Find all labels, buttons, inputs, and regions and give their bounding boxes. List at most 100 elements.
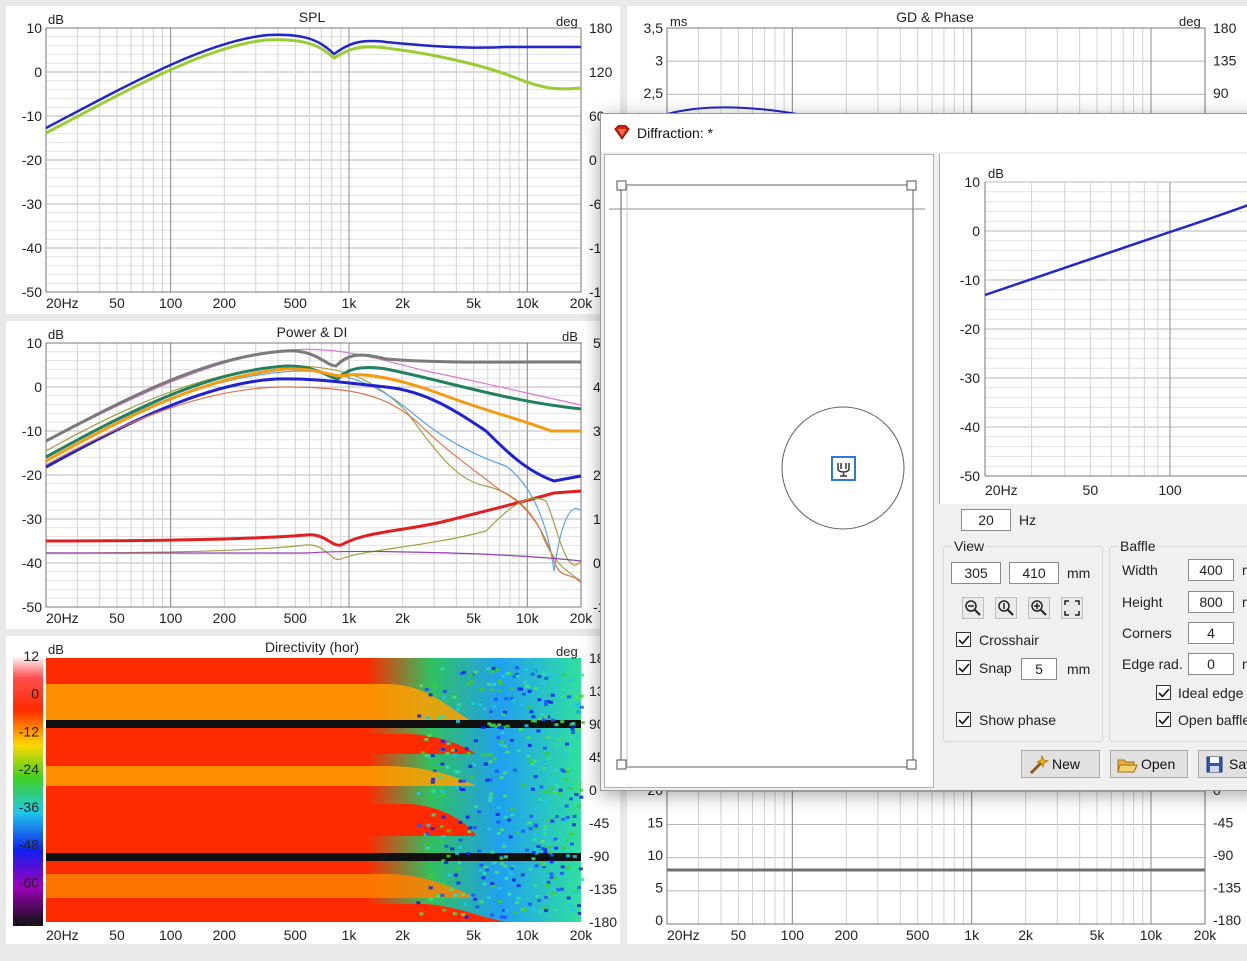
checkmark-icon	[958, 663, 970, 673]
spl-panel: SPL dB deg 100-10-20-30-40-50180120600-6…	[6, 6, 620, 314]
gd-right-tick: -135	[1213, 880, 1241, 896]
scale-tick: -72	[19, 912, 39, 928]
power-orange-curve	[45, 367, 581, 463]
baffle-corners-input[interactable]: 4	[1188, 622, 1234, 644]
power-y-tick: -40	[22, 555, 42, 571]
power-y-tick: -10	[22, 423, 42, 439]
power-x-tick: 10k	[516, 610, 540, 626]
baffle-height-unit: m	[1242, 594, 1247, 610]
spl-x-tick: 1k	[342, 295, 358, 311]
directivity-right-tick: -45	[589, 815, 609, 831]
show-phase-checkbox[interactable]	[956, 712, 971, 727]
zoom-fit-icon	[998, 600, 1014, 616]
gd-y-tick: 5	[655, 880, 663, 896]
dialog-y-tick: 10	[964, 174, 980, 190]
gd-right-tick: 135	[1213, 53, 1237, 69]
power-olive-curve	[45, 365, 582, 582]
power-x-tick: 500	[284, 610, 308, 626]
directivity-panel: Directivity (hor) dB deg 12 0 -12 -24 -36 -48…	[6, 636, 620, 944]
open-baffle-checkbox[interactable]	[1156, 712, 1171, 727]
spl-x-tick: 500	[284, 295, 308, 311]
dialog-x-tick: 100	[1158, 482, 1182, 498]
spl-unit-left: dB	[48, 12, 64, 27]
baffle-group	[1109, 546, 1247, 742]
gd-x-tick: 200	[835, 927, 859, 943]
gd-right-tick: -90	[1213, 847, 1233, 863]
power-right-tick: 2	[593, 467, 601, 483]
spl-x-tick: 50	[109, 295, 125, 311]
gd-x-tick: 20Hz	[667, 927, 700, 943]
save-button[interactable]: Sav	[1198, 750, 1247, 778]
spl-x-tick: 20k	[570, 295, 594, 311]
gd-y-tick: 15	[647, 815, 663, 831]
dialog-chart-unit: dB	[988, 166, 1004, 181]
spl-x-tick: 10k	[516, 295, 540, 311]
driver-handle[interactable]	[831, 456, 856, 481]
dialog-titlebar[interactable]: Diffraction: *	[601, 114, 1247, 152]
baffle-width-label: Width	[1122, 562, 1158, 578]
gd-y-tick: 10	[647, 847, 663, 863]
power-purple-curve	[46, 550, 582, 562]
directivity-x-tick: 50	[109, 927, 125, 943]
diamond-app-icon	[614, 125, 630, 140]
power-y-tick: -50	[22, 599, 42, 615]
directivity-null-band-upper	[46, 720, 581, 728]
spl-unit-right: deg	[556, 14, 578, 29]
new-button[interactable]: New	[1021, 750, 1100, 778]
checkmark-icon	[1158, 688, 1170, 698]
corner-handle-tr[interactable]	[906, 180, 917, 191]
baffle-outline[interactable]	[620, 184, 914, 768]
zoom-in-button[interactable]	[1028, 597, 1050, 619]
dialog-y-tick: -20	[960, 321, 980, 337]
snap-input[interactable]: 5	[1021, 658, 1057, 680]
directivity-x-tick: 200	[213, 927, 237, 943]
zoom-out-button[interactable]	[962, 597, 984, 619]
gd-unit-right: deg	[1179, 14, 1201, 29]
corner-handle-bl[interactable]	[616, 759, 627, 770]
baffle-group-label: Baffle	[1118, 538, 1158, 554]
directivity-right-tick: -90	[589, 848, 609, 864]
spl-right-tick: 0	[589, 152, 597, 168]
baffle-canvas[interactable]	[604, 154, 934, 788]
ideal-edge-checkbox[interactable]	[1156, 685, 1171, 700]
directivity-scale-bar	[13, 656, 43, 926]
driver-icon	[837, 463, 850, 477]
spl-y-tick: -50	[22, 284, 42, 300]
open-baffle-label: Open baffle	[1178, 712, 1247, 728]
directivity-title: Directivity (hor)	[265, 639, 359, 655]
gd-right-tick: -45	[1213, 815, 1233, 831]
directivity-x-tick: 20k	[570, 927, 594, 943]
scale-tick: 12	[23, 648, 39, 664]
save-disk-icon	[1206, 756, 1223, 773]
corner-handle-tl[interactable]	[616, 180, 627, 191]
frequency-input[interactable]: 20	[961, 509, 1011, 531]
view-x-input[interactable]: 305	[951, 562, 1001, 584]
snap-checkbox[interactable]	[956, 660, 971, 675]
folder-open-icon	[1117, 759, 1138, 773]
crosshair-checkbox[interactable]	[956, 632, 971, 647]
zoom-in-icon	[1031, 600, 1047, 616]
zoom-fit-button[interactable]	[995, 597, 1017, 619]
driver-circle[interactable]	[781, 406, 905, 530]
spl-chart: SPL dB deg 100-10-20-30-40-50180120600-6…	[22, 9, 617, 311]
power-y-tick: -20	[22, 467, 42, 483]
spl-x-tick: 200	[213, 295, 237, 311]
dialog-title: Diffraction: *	[637, 125, 713, 141]
scale-tick: -24	[19, 761, 39, 777]
power-x-tick: 1k	[342, 610, 358, 626]
power-gray-curve	[45, 349, 582, 443]
gd-right-tick: 90	[1213, 85, 1229, 101]
open-button[interactable]: Open	[1110, 750, 1188, 778]
save-button-label: Sav	[1229, 756, 1247, 772]
baffle-height-input[interactable]: 800	[1188, 591, 1234, 613]
fullscreen-button[interactable]	[1061, 597, 1083, 619]
magic-wand-icon	[1029, 755, 1050, 775]
edge-radius-input[interactable]: 0	[1188, 653, 1234, 675]
baffle-width-input[interactable]: 400	[1188, 559, 1234, 581]
open-button-label: Open	[1141, 756, 1176, 772]
directivity-x-tick: 5k	[466, 927, 482, 943]
power-right-tick: 4	[593, 379, 601, 395]
corner-handle-br[interactable]	[906, 759, 917, 770]
dialog-y-tick: -50	[960, 468, 980, 484]
view-y-input[interactable]: 410	[1009, 562, 1059, 584]
